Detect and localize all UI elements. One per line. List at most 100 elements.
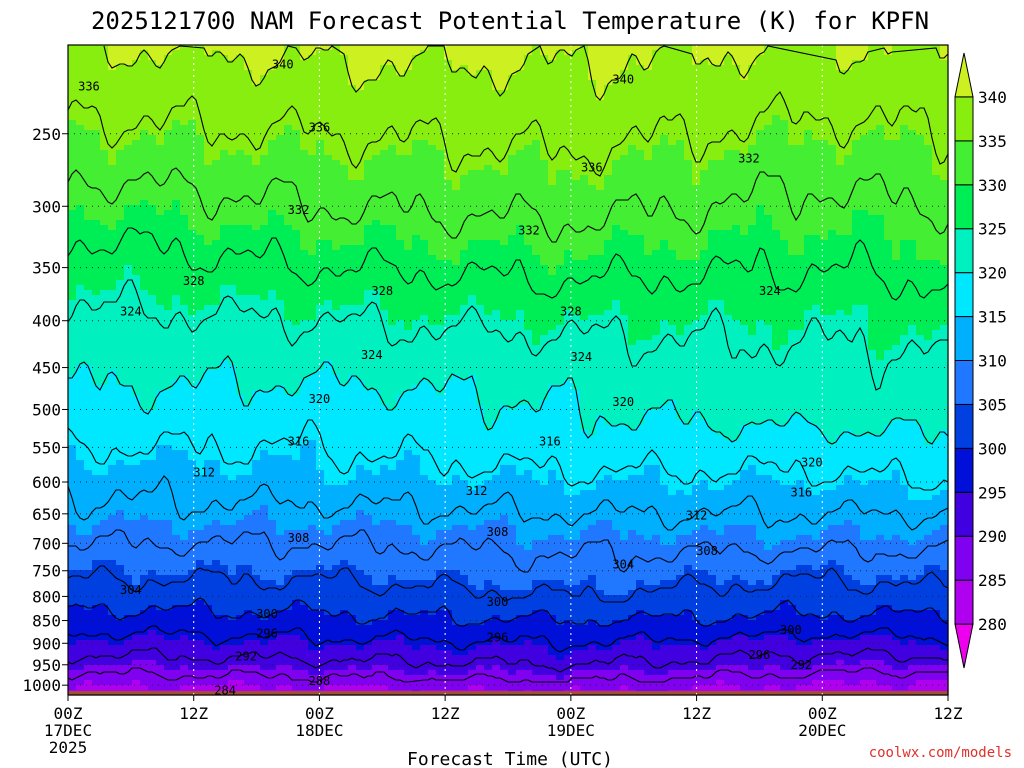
theta-cell	[252, 65, 261, 71]
theta-cell	[612, 75, 621, 81]
theta-cell	[548, 225, 557, 231]
theta-cell	[68, 185, 77, 191]
theta-cell	[908, 100, 917, 106]
theta-cell	[364, 170, 373, 176]
theta-cell	[380, 250, 389, 256]
theta-cell	[332, 200, 341, 206]
theta-cell	[188, 75, 197, 81]
theta-cell	[836, 210, 845, 216]
theta-cell	[356, 225, 365, 231]
theta-cell	[668, 115, 677, 121]
theta-cell	[212, 180, 221, 186]
theta-cell	[172, 120, 181, 126]
theta-cell	[284, 85, 293, 91]
theta-cell	[548, 60, 557, 66]
theta-cell	[244, 165, 253, 171]
theta-cell	[916, 225, 925, 231]
theta-cell	[244, 255, 253, 261]
theta-cell	[780, 130, 789, 136]
theta-cell	[76, 105, 85, 111]
theta-cell	[556, 245, 565, 251]
theta-cell	[812, 75, 821, 81]
theta-cell	[508, 210, 517, 216]
theta-cell	[100, 255, 109, 261]
theta-cell	[364, 150, 373, 156]
theta-cell	[372, 190, 381, 196]
theta-cell	[932, 110, 941, 116]
theta-cell	[764, 75, 773, 81]
theta-cell	[484, 85, 493, 91]
theta-cell	[916, 130, 925, 136]
theta-cell	[300, 110, 309, 116]
theta-cell	[932, 210, 941, 216]
theta-cell	[500, 115, 509, 121]
theta-cell	[900, 220, 909, 226]
theta-cell	[180, 225, 189, 231]
theta-cell	[92, 255, 101, 261]
theta-cell	[692, 130, 701, 136]
theta-cell	[716, 70, 725, 76]
theta-cell	[660, 170, 669, 176]
theta-cell	[532, 140, 541, 146]
theta-cell	[860, 125, 869, 131]
theta-cell	[468, 160, 477, 166]
theta-cell	[684, 160, 693, 166]
theta-cell	[164, 245, 173, 251]
theta-cell	[844, 235, 853, 241]
theta-cell	[820, 150, 829, 156]
theta-cell	[844, 180, 853, 186]
theta-cell	[324, 165, 333, 171]
theta-cell	[476, 65, 485, 71]
theta-cell	[788, 195, 797, 201]
theta-cell	[116, 225, 125, 231]
theta-cell	[228, 255, 237, 261]
theta-cell	[268, 185, 277, 191]
theta-cell	[84, 135, 93, 141]
theta-cell	[308, 225, 317, 231]
theta-cell	[100, 155, 109, 161]
theta-cell	[172, 75, 181, 81]
theta-cell	[612, 250, 621, 256]
theta-cell	[300, 235, 309, 241]
theta-cell	[340, 65, 349, 71]
theta-cell	[684, 255, 693, 261]
theta-cell	[292, 160, 301, 166]
theta-cell	[876, 210, 885, 216]
theta-cell	[516, 190, 525, 196]
theta-cell	[612, 230, 621, 236]
theta-cell	[116, 180, 125, 186]
theta-cell	[292, 85, 301, 91]
theta-cell	[540, 165, 549, 171]
theta-cell	[860, 110, 869, 116]
theta-cell	[636, 190, 645, 196]
theta-cell	[460, 90, 469, 96]
theta-cell	[772, 55, 781, 61]
theta-cell	[228, 220, 237, 226]
theta-cell	[132, 105, 141, 111]
theta-cell	[516, 130, 525, 136]
theta-cell	[452, 200, 461, 206]
theta-cell	[388, 195, 397, 201]
theta-cell	[628, 210, 637, 216]
theta-cell	[436, 235, 445, 241]
theta-cell	[276, 60, 285, 66]
theta-cell	[340, 105, 349, 111]
theta-cell	[900, 70, 909, 76]
theta-cell	[92, 170, 101, 176]
theta-cell	[108, 185, 117, 191]
theta-cell	[540, 180, 549, 186]
theta-cell	[660, 240, 669, 246]
theta-cell	[732, 85, 741, 91]
theta-cell	[164, 235, 173, 241]
theta-cell	[820, 145, 829, 151]
theta-cell	[804, 60, 813, 66]
theta-cell	[324, 120, 333, 126]
theta-cell	[724, 245, 733, 251]
theta-cell	[236, 210, 245, 216]
theta-cell	[612, 90, 621, 96]
theta-cell	[564, 120, 573, 126]
theta-cell	[652, 100, 661, 106]
theta-cell	[148, 120, 157, 126]
theta-cell	[188, 250, 197, 256]
theta-cell	[940, 165, 949, 171]
